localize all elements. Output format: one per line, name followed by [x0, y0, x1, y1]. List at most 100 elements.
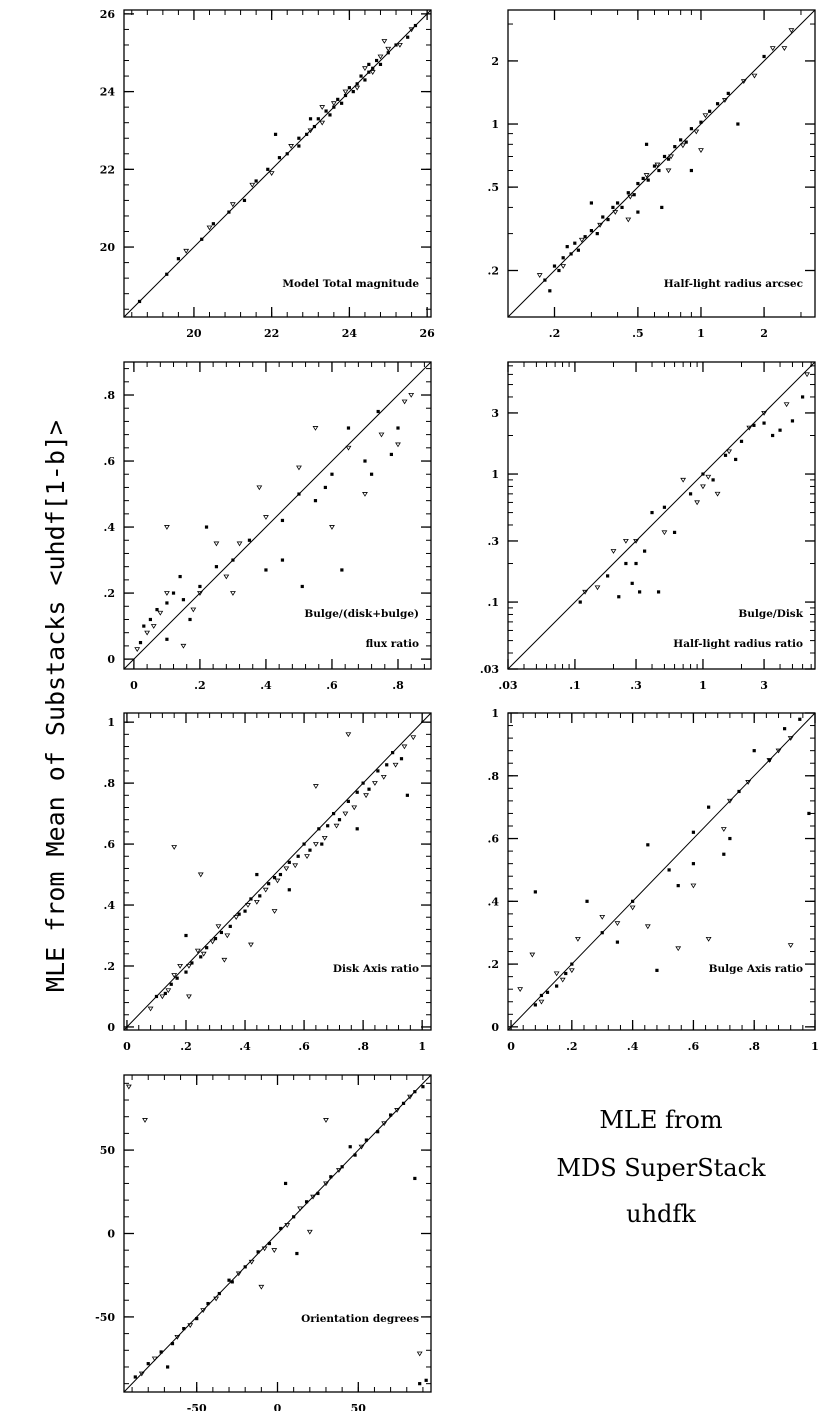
data-point-open	[134, 647, 141, 652]
data-point-filled	[752, 423, 756, 427]
data-point-open	[274, 878, 281, 884]
one-to-one-line	[507, 712, 816, 1031]
data-point-filled	[313, 499, 318, 503]
data-point-filled	[256, 1250, 260, 1254]
data-point-open	[787, 736, 794, 741]
x-tick-label: -50	[187, 1402, 207, 1411]
data-point-open	[622, 538, 629, 544]
data-point-filled	[155, 607, 159, 612]
data-point-filled	[632, 193, 636, 197]
data-point-filled	[163, 991, 167, 996]
data-point-filled	[691, 830, 696, 834]
data-point-open	[321, 835, 328, 841]
data-point-filled	[278, 872, 283, 877]
x-tick-label: .6	[326, 679, 338, 692]
data-point-open	[310, 1194, 316, 1200]
data-point-open	[197, 591, 203, 596]
data-point-open	[351, 805, 358, 811]
y-tick-label: 22	[100, 163, 115, 176]
data-point-open	[271, 909, 278, 914]
data-point-open	[164, 525, 170, 530]
one-to-one-line	[123, 361, 432, 670]
data-point-open	[171, 973, 178, 978]
data-point-open	[342, 89, 349, 95]
data-point-filled	[332, 105, 336, 109]
data-point-open	[668, 154, 674, 160]
y-tick-label: .2	[104, 587, 115, 600]
data-point-filled	[363, 78, 367, 82]
data-point-filled	[634, 561, 638, 566]
panel-label: Half-light radius ratio	[673, 638, 803, 650]
data-point-open	[394, 1108, 400, 1113]
y-tick-label: .3	[488, 535, 499, 548]
data-point-open	[775, 748, 782, 754]
one-to-one-line	[123, 712, 432, 1031]
series-filled	[578, 395, 805, 604]
data-point-filled	[396, 426, 400, 430]
x-tick-label: 24	[342, 327, 358, 340]
data-point-open	[380, 775, 387, 780]
data-point-open	[804, 372, 810, 378]
data-point-filled	[198, 584, 202, 589]
data-point-filled	[662, 154, 667, 159]
data-point-open	[323, 1118, 329, 1123]
minor-ticks	[124, 713, 431, 1030]
data-point-open	[333, 823, 340, 829]
data-point-filled	[330, 472, 334, 476]
data-point-open	[408, 393, 415, 398]
data-point-filled	[689, 168, 693, 173]
data-point-filled	[206, 1301, 210, 1306]
data-point-filled	[176, 257, 181, 261]
x-tick-label: .1	[569, 679, 580, 692]
x-tick-label: 1	[811, 1040, 819, 1053]
data-point-open	[721, 98, 728, 103]
data-point-filled	[346, 426, 351, 430]
data-point-filled	[165, 272, 169, 276]
data-point-open	[401, 744, 408, 750]
data-point-filled	[376, 1130, 380, 1134]
x-tick-label: 0	[274, 1402, 282, 1411]
x-tick-label: 1	[699, 679, 707, 692]
data-point-open	[416, 1351, 423, 1357]
data-point-filled	[199, 955, 203, 959]
data-point-filled	[165, 637, 169, 641]
figure-x-axis-label-line-1: MLE from	[599, 1106, 722, 1134]
figure-y-axis-label: MLE from Mean of Substacks <uhdf[1-b]>	[41, 420, 70, 992]
data-point-filled	[267, 882, 271, 886]
x-tick-label: .6	[298, 1040, 310, 1053]
data-point-filled	[264, 568, 268, 572]
data-point-open	[363, 793, 369, 799]
data-point-filled	[790, 419, 795, 423]
data-point-open	[362, 492, 368, 497]
y-tick-label: 1	[491, 468, 499, 481]
data-point-open	[599, 915, 606, 920]
data-point-open	[665, 168, 672, 174]
data-point-open	[159, 994, 166, 1000]
panel-frame	[123, 712, 432, 1031]
data-point-open	[578, 237, 585, 243]
data-point-filled	[340, 1165, 344, 1169]
data-point-filled	[708, 109, 712, 113]
y-tick-label: .6	[104, 455, 116, 468]
data-point-open	[297, 1206, 304, 1212]
data-point-filled	[336, 97, 340, 101]
one-to-one-line	[123, 1074, 432, 1393]
data-point-filled	[317, 827, 321, 831]
data-point-open	[381, 39, 388, 44]
data-point-filled	[576, 248, 580, 252]
data-point-open	[213, 1296, 220, 1302]
y-tick-label: .4	[104, 521, 116, 534]
data-point-filled	[726, 91, 730, 95]
data-point-open	[690, 883, 697, 889]
data-point-open	[151, 1356, 158, 1362]
data-point-open	[296, 465, 302, 471]
x-tick-label: 3	[760, 679, 768, 692]
data-point-filled	[312, 124, 317, 129]
data-point-open	[200, 1308, 207, 1314]
data-point-open	[680, 143, 686, 149]
data-point-filled	[723, 453, 728, 457]
x-tick-label: .8	[392, 679, 404, 692]
data-point-filled	[343, 93, 348, 98]
data-point-open	[700, 484, 706, 490]
panel-2: .2 .5 1 2 .2 .5 1 2 Half-light radius arcsec	[488, 9, 816, 340]
